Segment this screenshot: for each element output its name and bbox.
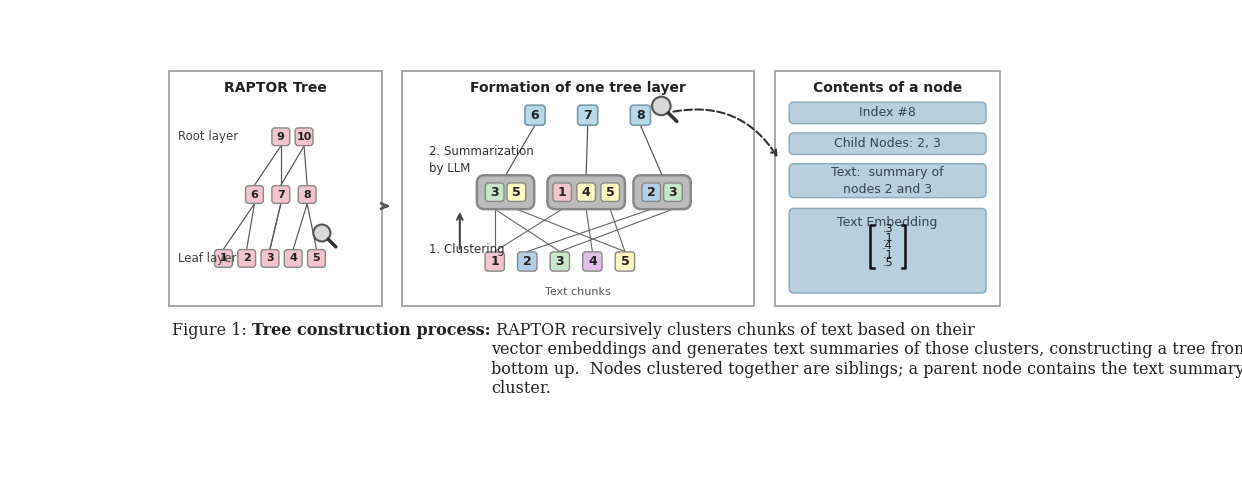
Text: 9: 9 xyxy=(277,132,284,142)
Text: RAPTOR recursively clusters chunks of text based on their
vector embeddings and : RAPTOR recursively clusters chunks of te… xyxy=(491,322,1242,397)
FancyBboxPatch shape xyxy=(298,186,315,203)
Text: Formation of one tree layer: Formation of one tree layer xyxy=(469,81,686,95)
Text: .4: .4 xyxy=(882,241,893,251)
FancyBboxPatch shape xyxy=(789,164,986,198)
Text: 3: 3 xyxy=(555,255,564,268)
Text: .5: .5 xyxy=(882,258,893,268)
Text: 2: 2 xyxy=(243,253,251,263)
Text: 5: 5 xyxy=(313,253,320,263)
FancyBboxPatch shape xyxy=(601,183,620,201)
FancyBboxPatch shape xyxy=(296,128,313,145)
Text: 8: 8 xyxy=(303,190,310,200)
Text: .1: .1 xyxy=(882,233,893,243)
FancyBboxPatch shape xyxy=(663,183,682,201)
FancyBboxPatch shape xyxy=(789,102,986,124)
Text: Figure 1:: Figure 1: xyxy=(173,322,252,339)
FancyBboxPatch shape xyxy=(550,252,570,271)
FancyBboxPatch shape xyxy=(284,249,302,267)
Text: 6: 6 xyxy=(530,109,539,122)
FancyBboxPatch shape xyxy=(553,183,571,201)
Text: 4: 4 xyxy=(581,186,590,199)
FancyBboxPatch shape xyxy=(215,249,232,267)
FancyBboxPatch shape xyxy=(272,128,289,145)
Bar xyxy=(169,71,383,306)
FancyBboxPatch shape xyxy=(548,175,625,209)
Text: 7: 7 xyxy=(584,109,592,122)
FancyBboxPatch shape xyxy=(507,183,525,201)
FancyBboxPatch shape xyxy=(633,175,691,209)
FancyBboxPatch shape xyxy=(272,186,289,203)
Bar xyxy=(775,71,1000,306)
FancyBboxPatch shape xyxy=(582,252,602,271)
FancyBboxPatch shape xyxy=(246,186,263,203)
Text: 3: 3 xyxy=(668,186,677,199)
FancyBboxPatch shape xyxy=(518,252,537,271)
FancyBboxPatch shape xyxy=(631,105,651,125)
Text: 7: 7 xyxy=(277,190,284,200)
Bar xyxy=(401,71,754,306)
FancyBboxPatch shape xyxy=(261,249,279,267)
Text: 4: 4 xyxy=(587,255,596,268)
FancyBboxPatch shape xyxy=(477,175,534,209)
Text: 4: 4 xyxy=(289,253,297,263)
FancyBboxPatch shape xyxy=(308,249,325,267)
Text: 1: 1 xyxy=(220,253,227,263)
FancyBboxPatch shape xyxy=(486,252,504,271)
Text: 5: 5 xyxy=(512,186,520,199)
FancyBboxPatch shape xyxy=(525,105,545,125)
FancyBboxPatch shape xyxy=(237,249,256,267)
Text: 8: 8 xyxy=(636,109,645,122)
FancyBboxPatch shape xyxy=(578,105,597,125)
Text: Contents of a node: Contents of a node xyxy=(814,81,963,95)
Text: Tree construction process:: Tree construction process: xyxy=(252,322,491,339)
Text: .1: .1 xyxy=(882,249,893,259)
FancyBboxPatch shape xyxy=(576,183,595,201)
Text: 3: 3 xyxy=(266,253,273,263)
Text: 2: 2 xyxy=(647,186,656,199)
Text: 1. Clustering: 1. Clustering xyxy=(428,244,504,256)
FancyBboxPatch shape xyxy=(789,208,986,293)
Text: 1: 1 xyxy=(558,186,566,199)
Text: Child Nodes: 2, 3: Child Nodes: 2, 3 xyxy=(835,137,941,150)
Text: 6: 6 xyxy=(251,190,258,200)
Text: 5: 5 xyxy=(621,255,630,268)
Text: 1: 1 xyxy=(491,255,499,268)
FancyBboxPatch shape xyxy=(789,133,986,154)
Text: Root layer: Root layer xyxy=(179,130,238,143)
Text: 3: 3 xyxy=(491,186,499,199)
Text: 2. Summarization
by LLM: 2. Summarization by LLM xyxy=(428,145,534,175)
FancyBboxPatch shape xyxy=(615,252,635,271)
FancyBboxPatch shape xyxy=(642,183,661,201)
Text: 10: 10 xyxy=(297,132,312,142)
Text: RAPTOR Tree: RAPTOR Tree xyxy=(225,81,327,95)
FancyBboxPatch shape xyxy=(486,183,504,201)
Circle shape xyxy=(313,225,330,242)
Text: Text chunks: Text chunks xyxy=(545,287,611,297)
Text: Text Embedding: Text Embedding xyxy=(837,216,938,229)
Text: Leaf layer: Leaf layer xyxy=(179,252,237,265)
Text: Text:  summary of
nodes 2 and 3: Text: summary of nodes 2 and 3 xyxy=(831,166,944,196)
Circle shape xyxy=(652,97,671,115)
Text: 5: 5 xyxy=(606,186,615,199)
Text: 2: 2 xyxy=(523,255,532,268)
Text: Index #8: Index #8 xyxy=(859,107,917,120)
Text: .3: .3 xyxy=(882,224,893,234)
